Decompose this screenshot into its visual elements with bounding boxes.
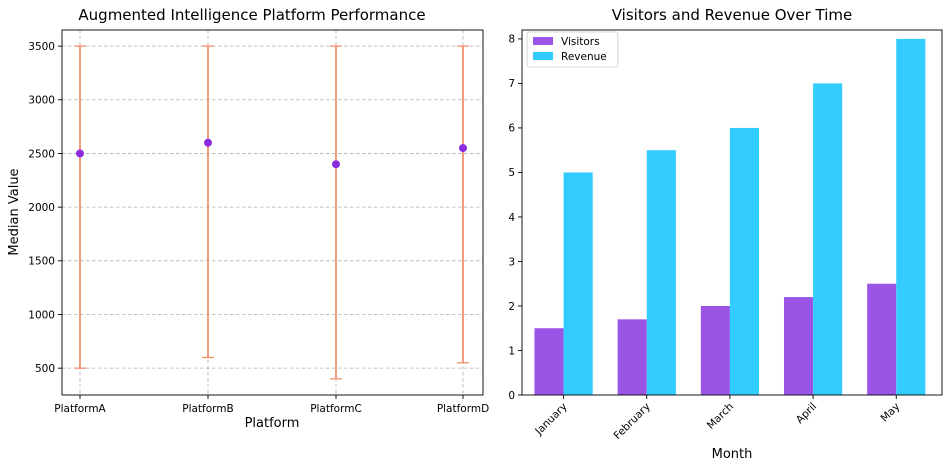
legend-swatch-revenue — [533, 52, 553, 60]
bar-revenue — [813, 83, 843, 395]
chart2-x-tick-label: April — [794, 401, 819, 426]
chart1-y-ticks: 500 1000 1500 2000 2500 3000 3500 — [28, 41, 62, 375]
chart1-y-axis-label: Median Value — [7, 168, 22, 255]
chart1-marks — [74, 45, 469, 380]
chart2-x-tick-label: February — [611, 401, 652, 442]
chart2-title: Visitors and Revenue Over Time — [612, 6, 853, 24]
chart1-x-axis-label: Platform — [245, 416, 300, 431]
chart2-bars — [534, 38, 926, 396]
chart2-x-ticks: January February March April May — [532, 395, 902, 442]
chart1-plot-area — [61, 29, 484, 396]
chart1-y-tick-label: 1500 — [28, 256, 55, 268]
chart2-x-tick-label: March — [705, 401, 736, 432]
chart1-y-tick-label: 2000 — [28, 202, 55, 214]
scatter-chart: Augmented Intelligence Platform Performa… — [7, 6, 489, 431]
chart2-y-tick-label: 8 — [508, 34, 515, 46]
bar-visitors — [617, 319, 647, 395]
chart2-y-tick-label: 1 — [508, 345, 515, 357]
chart2-y-tick-label: 5 — [508, 167, 515, 179]
chart2-y-tick-label: 6 — [508, 123, 515, 135]
median-point — [76, 149, 84, 158]
chart2-x-tick-label: May — [879, 401, 903, 425]
legend-label-revenue: Revenue — [561, 51, 607, 63]
chart1-x-tick-label: PlatformA — [54, 403, 106, 415]
chart2-x-tick-label: January — [532, 401, 569, 438]
chart2-y-tick-label: 3 — [508, 256, 515, 268]
median-point — [204, 138, 212, 147]
chart1-y-tick-label: 2500 — [28, 148, 55, 160]
chart1-y-tick-label: 3000 — [28, 95, 55, 107]
chart1-x-ticks: PlatformA PlatformB PlatformC PlatformD — [54, 395, 489, 415]
legend-label-visitors: Visitors — [561, 36, 600, 48]
chart1-title: Augmented Intelligence Platform Performa… — [78, 6, 425, 24]
bar-revenue — [896, 38, 926, 396]
chart1-x-tick-label: PlatformD — [437, 403, 489, 415]
chart1-x-tick-label: PlatformC — [310, 403, 362, 415]
chart1-y-tick-label: 3500 — [28, 41, 55, 53]
bar-visitors — [534, 328, 564, 395]
chart2-legend: Visitors Revenue — [526, 31, 619, 68]
bar-revenue — [729, 127, 760, 396]
chart1-grid — [62, 30, 483, 395]
bar-revenue — [563, 172, 593, 395]
chart1-x-tick-label: PlatformB — [182, 403, 234, 415]
bar-visitors — [700, 305, 730, 395]
bar-visitors — [783, 297, 814, 395]
median-point — [459, 144, 467, 153]
median-point — [332, 160, 340, 169]
chart2-y-ticks: 0 1 2 3 4 5 6 7 8 — [508, 34, 522, 402]
chart1-y-tick-label: 500 — [35, 363, 55, 375]
bar-revenue — [646, 150, 676, 395]
chart1-y-tick-label: 1000 — [28, 309, 55, 321]
chart2-y-tick-label: 7 — [508, 78, 515, 90]
chart2-plot-area — [521, 29, 943, 396]
chart2-y-tick-label: 4 — [508, 212, 515, 224]
bar-chart: Visitors and Revenue Over Time 0 1 2 3 4 5 6 7 8… — [508, 6, 943, 462]
bar-visitors — [867, 283, 897, 395]
chart2-x-axis-label: Month — [712, 447, 753, 462]
legend-swatch-visitors — [533, 37, 553, 45]
chart2-y-tick-label: 2 — [508, 301, 515, 313]
chart2-y-tick-label: 0 — [508, 390, 515, 402]
